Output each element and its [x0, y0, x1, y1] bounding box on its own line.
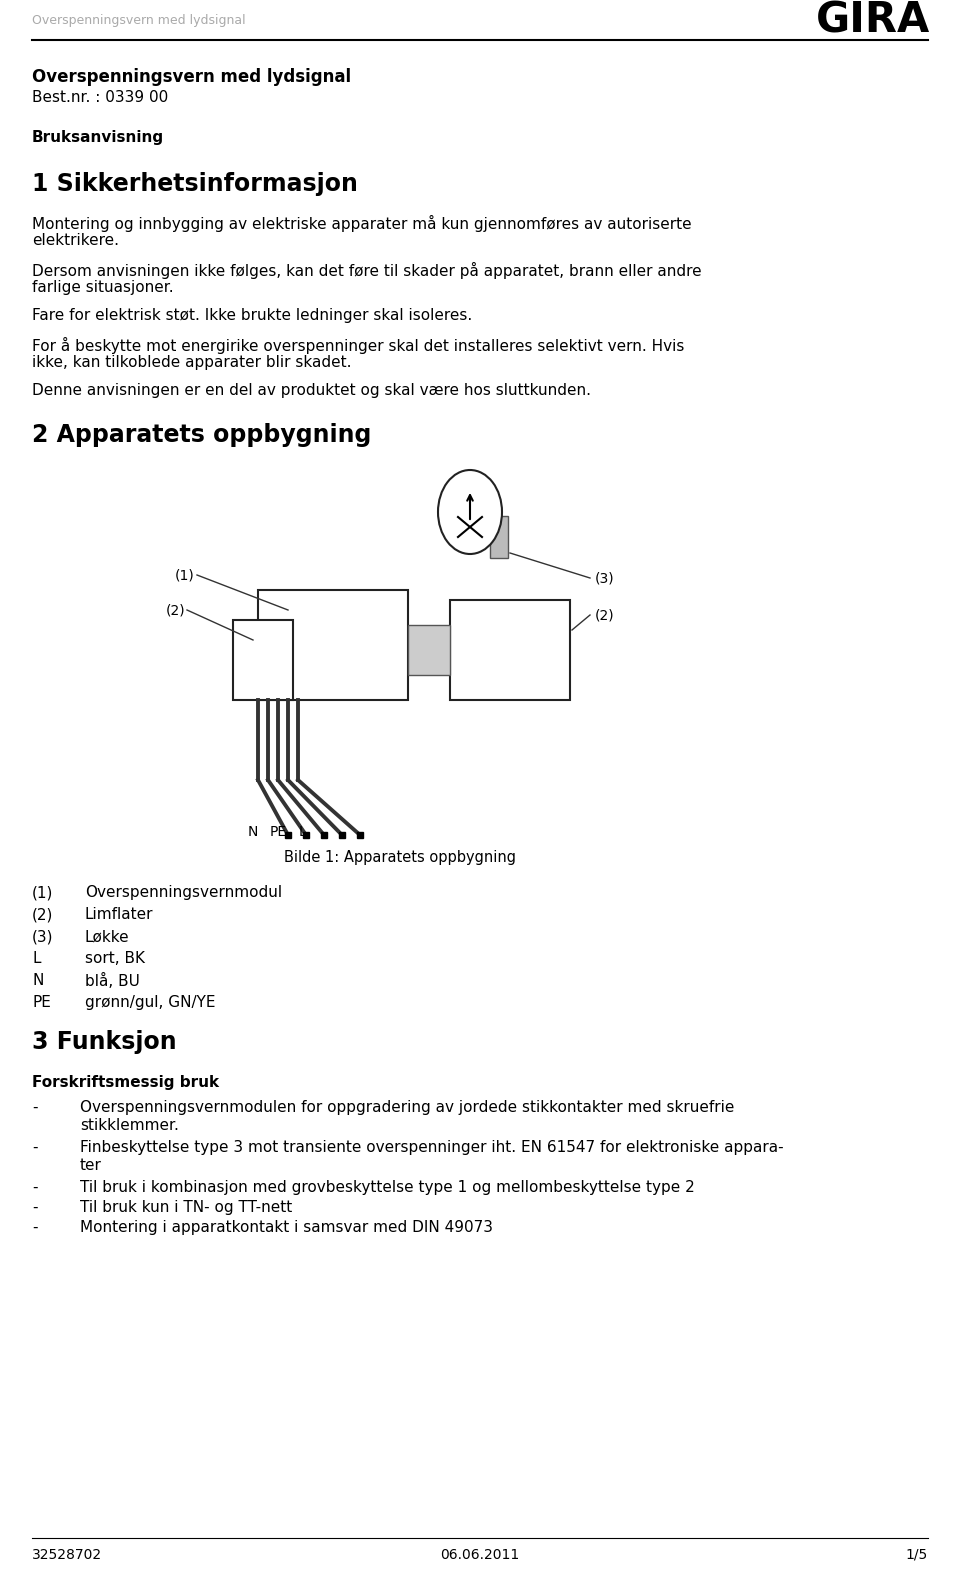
Text: 1 Sikkerhetsinformasjon: 1 Sikkerhetsinformasjon [32, 172, 358, 196]
Text: Til bruk kun i TN- og TT-nett: Til bruk kun i TN- og TT-nett [80, 1199, 292, 1215]
Text: PE: PE [32, 996, 51, 1010]
Text: Overspenningsvern med lydsignal: Overspenningsvern med lydsignal [32, 68, 351, 85]
Text: (2): (2) [165, 603, 185, 617]
Text: Finbeskyttelse type 3 mot transiente overspenninger iht. EN 61547 for elektronis: Finbeskyttelse type 3 mot transiente ove… [80, 1139, 783, 1155]
Text: (3): (3) [595, 571, 614, 585]
Text: Best.nr. : 0339 00: Best.nr. : 0339 00 [32, 90, 168, 106]
Text: Dersom anvisningen ikke følges, kan det føre til skader på apparatet, brann elle: Dersom anvisningen ikke følges, kan det … [32, 262, 702, 279]
Text: L: L [32, 952, 40, 966]
Text: ikke, kan tilkoblede apparater blir skadet.: ikke, kan tilkoblede apparater blir skad… [32, 355, 351, 369]
Text: For å beskytte mot energirike overspenninger skal det installeres selektivt vern: For å beskytte mot energirike overspenni… [32, 338, 684, 353]
Text: -: - [32, 1180, 37, 1195]
Text: 06.06.2011: 06.06.2011 [441, 1548, 519, 1562]
Text: -: - [32, 1199, 37, 1215]
Text: Montering og innbygging av elektriske apparater må kun gjennomføres av autoriser: Montering og innbygging av elektriske ap… [32, 215, 691, 232]
Text: -: - [32, 1100, 37, 1116]
Text: (2): (2) [595, 608, 614, 622]
Text: Montering i apparatkontakt i samsvar med DIN 49073: Montering i apparatkontakt i samsvar med… [80, 1220, 493, 1236]
Text: ter: ter [80, 1158, 102, 1172]
Text: Bilde 1: Apparatets oppbygning: Bilde 1: Apparatets oppbygning [284, 851, 516, 865]
Text: Denne anvisningen er en del av produktet og skal være hos sluttkunden.: Denne anvisningen er en del av produktet… [32, 383, 591, 398]
Text: 2 Apparatets oppbygning: 2 Apparatets oppbygning [32, 423, 372, 447]
Text: N: N [32, 974, 43, 988]
Text: Overspenningsvern med lydsignal: Overspenningsvern med lydsignal [32, 14, 246, 27]
Bar [258, 590, 408, 701]
Text: blå, BU: blå, BU [85, 974, 140, 989]
Bar [408, 625, 450, 675]
Text: Overspenningsvernmodul: Overspenningsvernmodul [85, 885, 282, 899]
Text: (1): (1) [176, 568, 195, 582]
Bar [233, 620, 293, 701]
Text: Fare for elektrisk støt. Ikke brukte ledninger skal isoleres.: Fare for elektrisk støt. Ikke brukte led… [32, 308, 472, 323]
Text: 3 Funksjon: 3 Funksjon [32, 1030, 177, 1054]
Text: -: - [32, 1220, 37, 1236]
Text: PE: PE [270, 825, 287, 839]
Text: stikklemmer.: stikklemmer. [80, 1117, 179, 1133]
Text: Bruksanvisning: Bruksanvisning [32, 129, 164, 145]
Ellipse shape [438, 470, 502, 554]
Text: Forskriftsmessig bruk: Forskriftsmessig bruk [32, 1075, 219, 1090]
Text: Til bruk i kombinasjon med grovbeskyttelse type 1 og mellombeskyttelse type 2: Til bruk i kombinasjon med grovbeskyttel… [80, 1180, 695, 1195]
Text: Løkke: Løkke [85, 929, 130, 944]
Text: 1/5: 1/5 [905, 1548, 928, 1562]
Text: farlige situasjoner.: farlige situasjoner. [32, 279, 174, 295]
Text: (3): (3) [32, 929, 54, 944]
Text: grønn/gul, GN/YE: grønn/gul, GN/YE [85, 996, 215, 1010]
Text: L: L [300, 825, 307, 839]
Bar [450, 600, 570, 701]
Text: N: N [248, 825, 258, 839]
Bar [490, 516, 508, 559]
Text: (1): (1) [32, 885, 54, 899]
Text: Limflater: Limflater [85, 907, 154, 922]
Text: elektrikere.: elektrikere. [32, 234, 119, 248]
Text: Overspenningsvernmodulen for oppgradering av jordede stikkontakter med skruefrie: Overspenningsvernmodulen for oppgraderin… [80, 1100, 734, 1116]
Text: GIRA: GIRA [816, 0, 930, 41]
Text: -: - [32, 1139, 37, 1155]
Text: (2): (2) [32, 907, 54, 922]
Text: sort, BK: sort, BK [85, 952, 145, 966]
Text: 32528702: 32528702 [32, 1548, 102, 1562]
